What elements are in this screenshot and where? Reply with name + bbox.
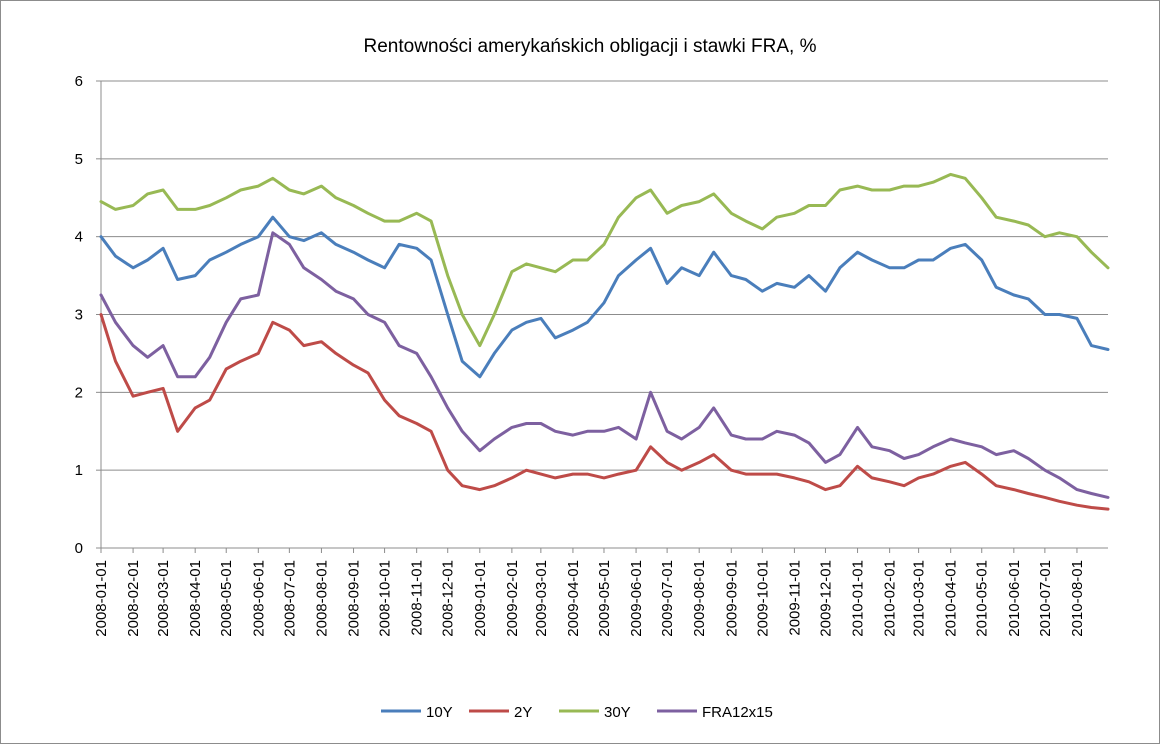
y-tick-label-4: 4 <box>75 229 83 246</box>
x-tick-label-2008-05-01: 2008-05-01 <box>218 560 235 637</box>
x-tick-label-2009-12-01: 2009-12-01 <box>817 560 834 637</box>
y-tick-label-3: 3 <box>75 307 83 324</box>
x-tick-label-2008-12-01: 2008-12-01 <box>440 560 457 637</box>
y-tick-label-2: 2 <box>75 384 83 401</box>
x-tick-label-2009-03-01: 2009-03-01 <box>533 560 550 637</box>
series-line-fra12x15 <box>99 231 1110 499</box>
x-tick-label-2010-04-01: 2010-04-01 <box>943 560 960 637</box>
series-lines <box>99 172 1110 511</box>
legend-label-fra12x15: FRA12x15 <box>702 704 773 721</box>
gridlines <box>101 80 1108 471</box>
legend: 10Y 2Y 30Y FRA12x15 <box>381 704 773 721</box>
x-tick-label-2010-02-01: 2010-02-01 <box>882 560 899 637</box>
x-tick-label-2008-06-01: 2008-06-01 <box>250 560 267 637</box>
legend-label-10y: 10Y <box>426 704 453 721</box>
x-tick-label-2009-04-01: 2009-04-01 <box>565 560 582 637</box>
x-tick-label-2008-09-01: 2008-09-01 <box>346 560 363 637</box>
x-tick-label-2010-05-01: 2010-05-01 <box>974 560 991 637</box>
legend-label-30y: 30Y <box>604 704 631 721</box>
x-tick-label-2008-11-01: 2008-11-01 <box>409 560 426 636</box>
x-tick-label-2009-08-01: 2009-08-01 <box>691 560 708 637</box>
x-tick-label-2010-01-01: 2010-01-01 <box>850 560 867 637</box>
y-tick-label-6: 6 <box>75 73 83 90</box>
x-tick-label-2008-03-01: 2008-03-01 <box>155 560 172 637</box>
x-tick-label-2009-06-01: 2009-06-01 <box>628 560 645 637</box>
x-tick-label-2009-10-01: 2009-10-01 <box>754 560 771 637</box>
y-tick-label-1: 1 <box>75 462 83 479</box>
x-tick-label-2009-07-01: 2009-07-01 <box>659 560 676 637</box>
series-line-10y <box>99 215 1110 379</box>
y-axis-ticks: 0 1 2 3 4 5 6 <box>75 73 101 557</box>
chart-title: Rentowności amerykańskich obligacji i st… <box>364 36 817 57</box>
x-tick-label-2009-11-01: 2009-11-01 <box>786 560 803 636</box>
x-tick-label-2009-09-01: 2009-09-01 <box>723 560 740 637</box>
y-tick-label-5: 5 <box>75 151 83 168</box>
x-tick-label-2008-08-01: 2008-08-01 <box>313 560 330 637</box>
x-tick-label-2008-04-01: 2008-04-01 <box>187 560 204 637</box>
x-tick-label-2008-10-01: 2008-10-01 <box>377 560 394 637</box>
series-line-30y <box>99 172 1110 348</box>
x-tick-label-2009-05-01: 2009-05-01 <box>596 560 613 637</box>
x-tick-label-2009-02-01: 2009-02-01 <box>504 560 521 637</box>
x-axis-ticks: 2008-01-01 2008-02-01 2008-03-01 2008-04-01… <box>93 548 1086 637</box>
x-tick-label-2010-03-01: 2010-03-01 <box>911 560 928 637</box>
x-tick-label-2008-02-01: 2008-02-01 <box>125 560 142 637</box>
x-tick-label-2008-01-01: 2008-01-01 <box>93 560 110 637</box>
x-tick-label-2010-06-01: 2010-06-01 <box>1006 560 1023 637</box>
x-tick-label-2010-07-01: 2010-07-01 <box>1037 560 1054 637</box>
x-tick-label-2010-08-01: 2010-08-01 <box>1069 560 1086 637</box>
x-tick-label-2008-07-01: 2008-07-01 <box>281 560 298 637</box>
series-line-2y <box>99 313 1110 511</box>
y-tick-label-0: 0 <box>75 540 83 557</box>
legend-label-2y: 2Y <box>514 704 532 721</box>
x-tick-label-2009-01-01: 2009-01-01 <box>472 560 489 637</box>
